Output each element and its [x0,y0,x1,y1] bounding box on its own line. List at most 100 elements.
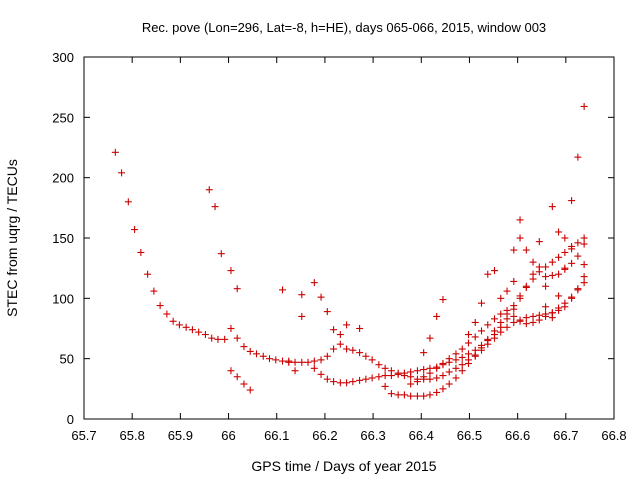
data-point [420,392,428,400]
chart-title: Rec. pove (Lon=296, Lat=-8, h=HE), days … [142,20,546,35]
data-point [458,367,466,375]
data-point [188,326,196,334]
data-point [413,392,421,400]
data-point [330,345,338,353]
data-point [555,270,563,278]
data-point [458,361,466,369]
data-point [497,310,505,318]
data-point [420,349,428,357]
data-point [310,357,318,365]
data-point [381,372,389,380]
y-tick-label: 150 [52,231,74,246]
data-point [497,294,505,302]
data-point [285,358,293,366]
y-tick-label: 250 [52,110,74,125]
data-point [169,317,177,325]
data-point [522,314,530,322]
data-point [394,391,402,399]
data-point [227,325,235,332]
data-point [304,358,312,366]
data-point [426,369,434,377]
data-point [375,361,383,369]
data-point [124,198,132,206]
data-point [510,246,518,254]
data-point [516,216,524,224]
data-point [233,334,241,342]
data-point [233,373,241,381]
y-tick-label: 200 [52,171,74,186]
data-point [445,380,453,388]
data-point [252,350,260,358]
data-point [330,326,338,334]
data-point [375,373,383,381]
data-point [522,246,530,254]
data-point [420,373,428,381]
x-axis-label: GPS time / Days of year 2015 [251,458,436,474]
data-point [529,275,537,283]
data-point [266,355,273,363]
data-point [111,148,119,156]
data-point [580,261,588,269]
data-point [163,310,171,318]
data-point [323,375,331,383]
x-tick-label: 66.3 [360,428,385,443]
data-point [503,306,511,314]
data-point [497,318,505,326]
data-point [529,312,537,320]
data-point [452,356,460,364]
data-point [195,328,203,336]
data-point [407,380,415,388]
data-point [362,375,370,383]
data-point [381,364,389,372]
data-point [137,248,145,256]
data-point [555,292,563,300]
data-point [568,293,576,301]
y-tick-label: 0 [67,412,74,427]
data-point [400,391,408,399]
data-point [381,382,389,390]
data-point [548,271,556,279]
data-point [458,345,466,353]
data-point [548,314,556,322]
data-point [503,323,511,331]
data-point [458,353,466,361]
data-point [420,366,428,374]
data-point [548,258,556,266]
data-point [175,321,183,329]
data-point [529,258,537,266]
data-point [568,197,576,205]
data-point [368,356,376,364]
data-point [317,356,325,364]
data-point [227,367,235,375]
data-point [542,282,550,290]
data-point [464,359,472,367]
data-point [394,370,402,378]
x-tick-label: 66.8 [601,428,626,443]
data-point [291,358,299,366]
data-point [484,335,492,343]
data-point [464,339,472,347]
x-tick-label: 66.1 [264,428,289,443]
data-point [439,385,447,393]
data-point [426,375,434,383]
data-point [555,253,563,261]
data-point [330,378,338,386]
data-point [131,226,139,234]
data-point [555,228,563,236]
data-point [484,321,492,329]
data-point [574,286,582,294]
data-point [279,357,287,365]
data-point [291,367,299,375]
data-point [426,391,434,399]
data-point [387,390,395,398]
data-point [433,364,441,372]
data-point [349,346,357,354]
data-point [413,378,421,386]
data-point [144,270,152,278]
y-axis: 0 50 100 150 200 250 300 [52,50,614,427]
data-point [516,234,524,242]
data-point [240,380,248,388]
data-point [201,331,209,339]
data-point [182,323,190,331]
data-point [205,186,213,194]
